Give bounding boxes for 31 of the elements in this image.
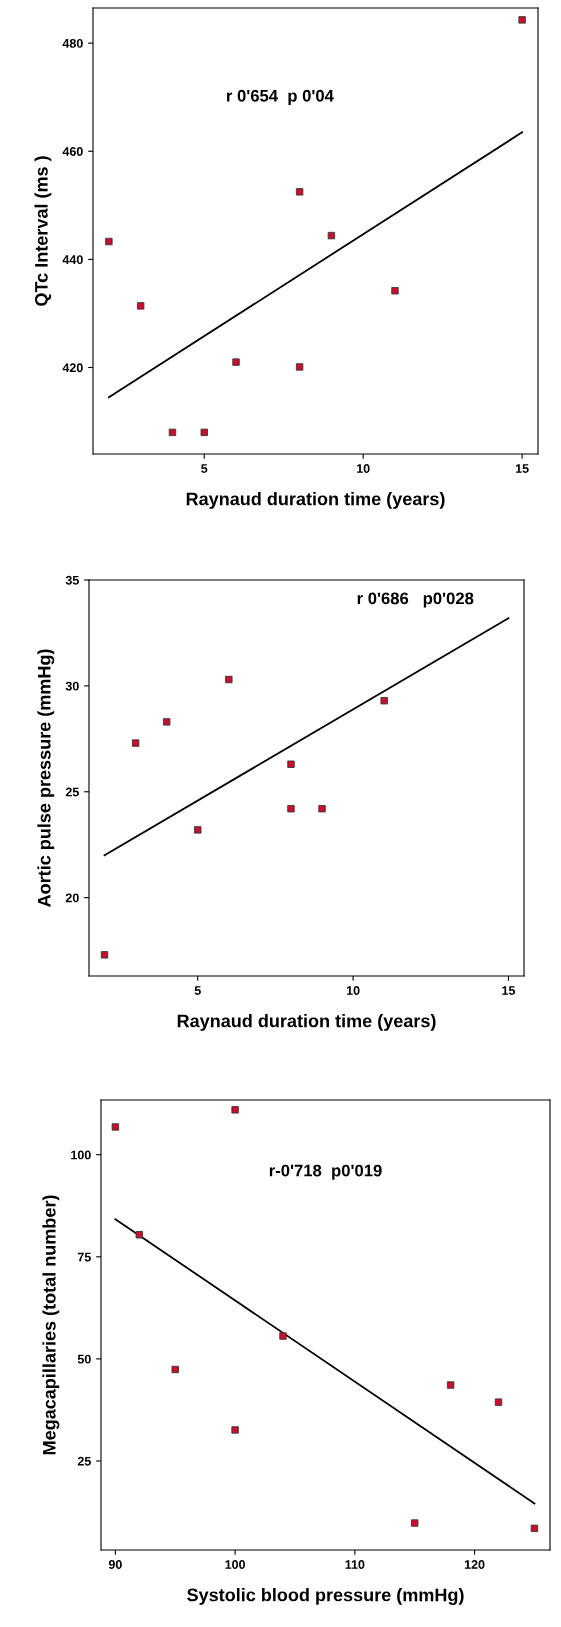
y-tick-label: 420 xyxy=(62,363,83,373)
x-axis-title: Raynaud duration time (years) xyxy=(186,492,445,509)
y-axis-title: QTc Interval (ms ) xyxy=(34,156,52,306)
x-tick-label: 15 xyxy=(515,464,529,473)
annotation: r 0'686 p0'028 xyxy=(357,592,474,608)
x-tick-label: 100 xyxy=(225,1560,246,1569)
x-tick-label: 10 xyxy=(357,464,370,473)
y-tick-label: 30 xyxy=(65,681,79,691)
y-axis-title: Aortic pulse pressure (mmHg) xyxy=(37,649,55,907)
y-tick-label: 480 xyxy=(62,38,83,48)
x-tick-label: 5 xyxy=(194,986,201,995)
x-tick-label: 120 xyxy=(464,1560,485,1569)
y-axis-title: Megacapillaries (total number) xyxy=(42,1195,60,1455)
y-tick-label: 460 xyxy=(62,147,83,156)
y-tick-label: 75 xyxy=(77,1252,91,1262)
y-tick-label: 25 xyxy=(77,1456,91,1466)
annotation: r-0'718 p0'019 xyxy=(269,1164,382,1180)
y-tick-label: 25 xyxy=(65,787,79,797)
y-tick-label: 100 xyxy=(71,1150,91,1160)
x-axis-title: Systolic blood pressure (mmHg) xyxy=(187,1588,464,1605)
y-tick-label: 50 xyxy=(77,1354,91,1364)
y-tick-label: 20 xyxy=(65,893,79,903)
x-axis-title: Raynaud duration time (years) xyxy=(177,1014,436,1031)
x-tick-label: 5 xyxy=(201,464,208,473)
y-tick-label: 440 xyxy=(62,255,83,265)
x-tick-label: 15 xyxy=(502,986,516,995)
x-tick-label: 90 xyxy=(108,1560,122,1569)
annotation: r 0'654 p 0'04 xyxy=(227,89,334,105)
x-tick-label: 10 xyxy=(346,986,360,995)
y-tick-label: 35 xyxy=(65,575,79,585)
x-tick-label: 110 xyxy=(345,1560,365,1569)
